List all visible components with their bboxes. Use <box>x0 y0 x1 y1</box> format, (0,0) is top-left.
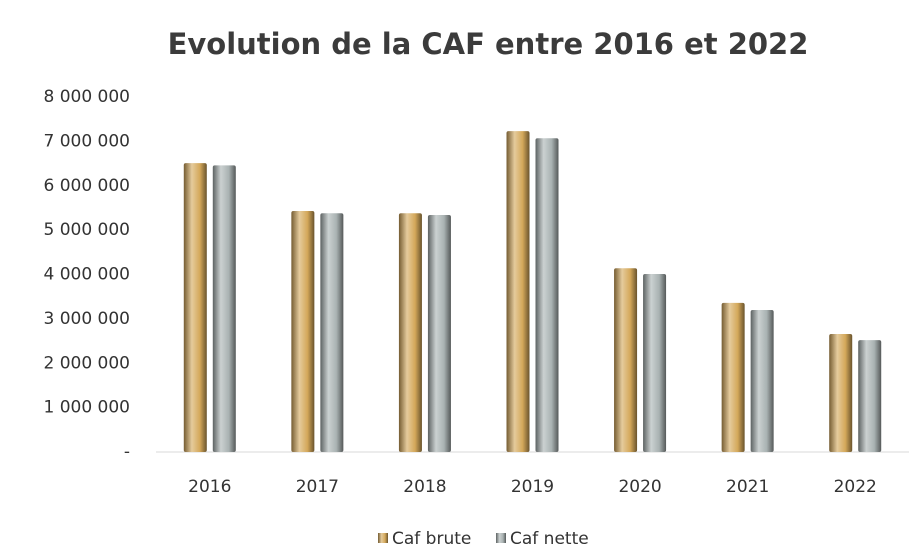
y-tick-label: 8 000 000 <box>43 87 130 107</box>
bar <box>398 213 422 452</box>
y-tick-label: - <box>124 442 130 462</box>
chart-title: Evolution de la CAF entre 2016 et 2022 <box>168 27 809 61</box>
x-tick-label: 2018 <box>403 477 446 497</box>
y-tick-label: 6 000 000 <box>43 176 130 196</box>
bar <box>750 310 774 452</box>
y-tick-label: 1 000 000 <box>43 398 130 418</box>
legend-label: Caf brute <box>392 529 471 548</box>
bar <box>212 165 236 452</box>
x-tick-label: 2016 <box>188 477 231 497</box>
bar <box>291 211 315 452</box>
y-tick-label: 2 000 000 <box>43 353 130 373</box>
x-tick-label: 2022 <box>834 477 877 497</box>
x-tick-label: 2020 <box>618 477 661 497</box>
x-tick-label: 2017 <box>296 477 339 497</box>
bar <box>535 138 559 453</box>
bar <box>320 213 344 452</box>
y-tick-label: 5 000 000 <box>43 220 130 240</box>
x-tick-label: 2021 <box>726 477 769 497</box>
legend-label: Caf nette <box>510 529 589 548</box>
bar <box>614 268 638 452</box>
y-tick-label: 7 000 000 <box>43 131 130 151</box>
bar <box>829 333 853 452</box>
x-tick-label: 2019 <box>511 477 554 497</box>
legend-swatch <box>496 533 506 543</box>
legend-swatch <box>378 533 388 543</box>
bar <box>721 302 745 452</box>
bar <box>858 340 882 452</box>
bar <box>643 274 667 452</box>
bar <box>506 131 530 452</box>
bar <box>427 215 451 452</box>
bar <box>183 163 207 452</box>
y-tick-label: 4 000 000 <box>43 265 130 285</box>
y-tick-label: 3 000 000 <box>43 309 130 329</box>
